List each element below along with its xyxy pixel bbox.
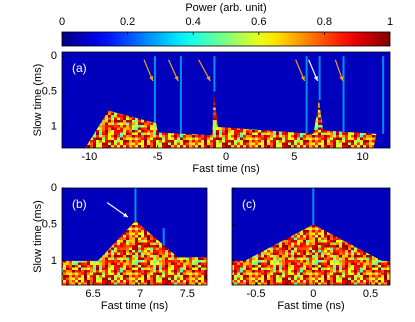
x-tick-label: 0 [310, 288, 316, 300]
x-axis-label: Fast time (ns) [101, 300, 168, 312]
colorbar-tick-label: 0.2 [120, 16, 135, 28]
x-tick-label: 10 [357, 151, 369, 163]
x-tick-label: -5 [153, 151, 163, 163]
panel-label: (b) [72, 197, 87, 211]
axes-frame [61, 187, 208, 286]
x-tick-label: 5 [291, 151, 297, 163]
panel-label: (c) [242, 197, 256, 211]
colorbar-title: Power (arb. unit) [185, 2, 266, 14]
x-tick-label: 0.5 [363, 288, 378, 300]
arrow-head [122, 212, 128, 218]
y-axis-label: Slow time (ms) [32, 200, 44, 273]
y-axis-label: Slow time (ms) [32, 64, 44, 137]
heatmap-signal [85, 91, 377, 148]
heatmap [62, 188, 207, 285]
y-tick-label: 1 [51, 255, 57, 267]
colorbar-tick-label: 1 [387, 16, 393, 28]
y-tick-label: 0.5 [42, 218, 57, 230]
y-tick-label: 0 [51, 50, 57, 62]
arrow-head [174, 75, 179, 81]
x-tick-label: -10 [81, 151, 97, 163]
arrow-head [300, 75, 305, 81]
x-axis-label: Fast time (ns) [192, 163, 259, 175]
colorbar-frame [61, 31, 391, 47]
arrow-head [149, 75, 154, 81]
x-tick-label: 7 [137, 288, 143, 300]
x-tick-label: -0.5 [247, 288, 266, 300]
x-tick-label: 0 [223, 151, 229, 163]
y-tick-label: 1 [51, 121, 57, 133]
x-tick-label: 6.5 [85, 288, 100, 300]
colorbar [62, 32, 390, 46]
arrow-head [206, 75, 211, 81]
heatmap [62, 52, 390, 148]
y-tick-label: 0.5 [42, 85, 57, 97]
arrow-head [313, 75, 318, 81]
colorbar-tick-label: 0.6 [251, 16, 266, 28]
panel-label: (a) [72, 61, 87, 75]
x-tick-label: 7.5 [180, 288, 195, 300]
y-tick-label: 0 [51, 182, 57, 194]
heatmap [232, 188, 390, 285]
colorbar-tick-label: 0.4 [186, 16, 201, 28]
x-axis-label: Fast time (ns) [277, 300, 344, 312]
arrow-head [339, 75, 344, 81]
colorbar-tick-label: 0.8 [317, 16, 332, 28]
heatmap-signal [232, 224, 390, 285]
colorbar-tick-label: 0 [59, 16, 65, 28]
axes-frame [231, 187, 391, 286]
heatmap-signal [62, 220, 207, 285]
